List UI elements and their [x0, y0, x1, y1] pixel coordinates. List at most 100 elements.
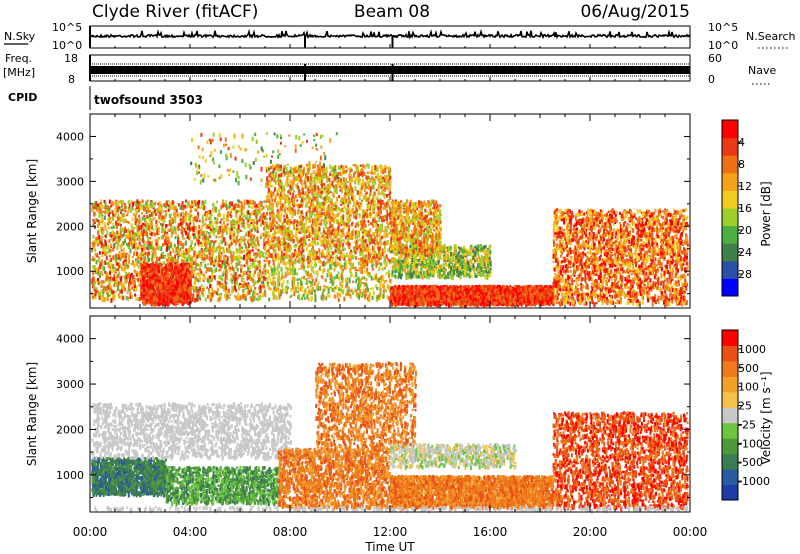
echo-cell — [111, 230, 114, 235]
echo-cell — [200, 290, 203, 295]
echo-cell — [179, 280, 182, 286]
echo-cell — [138, 237, 141, 242]
echo-cell — [304, 204, 307, 208]
echo-cell — [310, 199, 313, 202]
echo-cell — [154, 202, 156, 206]
echo-cell — [222, 225, 225, 229]
echo-cell — [242, 297, 245, 300]
echo-cell — [144, 282, 147, 287]
echo-cell — [194, 242, 197, 246]
echo-cell — [326, 255, 329, 259]
echo-cell — [369, 248, 372, 252]
echo-cell — [208, 256, 211, 261]
echo-cell — [345, 165, 348, 169]
echo-cell — [316, 185, 319, 188]
echo-cell — [143, 206, 146, 212]
echo-cell — [296, 168, 299, 174]
echo-cell — [340, 239, 342, 244]
echo-cell — [332, 194, 335, 198]
echo-cell — [376, 257, 379, 260]
echo-cell — [107, 245, 110, 249]
echo-cell — [94, 259, 96, 263]
echo-cell — [249, 243, 252, 246]
echo-cell — [346, 230, 349, 236]
echo-cell — [150, 212, 153, 217]
echo-cell — [132, 239, 134, 245]
echo-cell — [169, 213, 172, 217]
echo-cell — [238, 261, 241, 264]
echo-cell — [175, 264, 178, 267]
echo-cell — [129, 286, 132, 291]
echo-cell — [118, 261, 121, 265]
echo-cell — [308, 195, 311, 199]
echo-cell — [186, 286, 189, 290]
echo-cell — [202, 201, 205, 206]
echo-cell — [236, 229, 239, 234]
echo-cell — [252, 238, 255, 241]
echo-cell — [146, 279, 149, 285]
echo-cell — [215, 255, 218, 261]
echo-cell — [160, 246, 163, 251]
echo-cell — [167, 258, 170, 264]
echo-cell — [118, 221, 121, 227]
echo-cell — [227, 263, 230, 266]
echo-cell — [164, 210, 167, 213]
echo-cell — [236, 263, 238, 267]
echo-cell — [222, 228, 225, 232]
echo-cell — [186, 235, 189, 239]
echo-cell — [125, 296, 128, 300]
echo-cell — [139, 207, 142, 211]
echo-cell — [328, 225, 331, 229]
echo-cell — [111, 203, 113, 206]
echo-cell — [147, 266, 150, 271]
echo-cell — [105, 245, 108, 250]
echo-cell — [105, 205, 108, 209]
echo-cell — [262, 285, 265, 288]
echo-cell — [110, 263, 113, 268]
echo-cell — [306, 164, 309, 168]
echo-cell — [236, 250, 239, 255]
echo-cell — [209, 297, 212, 303]
echo-cell — [240, 256, 243, 259]
echo-cell — [132, 246, 134, 249]
echo-cell — [170, 242, 172, 245]
echo-cell — [99, 273, 101, 278]
echo-cell — [98, 251, 101, 255]
echo-cell — [164, 256, 167, 259]
echo-cell — [224, 293, 227, 296]
echo-cell — [191, 240, 193, 244]
echo-cell — [103, 244, 106, 249]
echo-cell — [139, 253, 142, 258]
echo-cell — [110, 257, 113, 262]
echo-cell — [218, 256, 221, 259]
echo-cell — [274, 231, 277, 235]
echo-cell — [136, 263, 139, 266]
echo-cell — [386, 206, 389, 209]
echo-cell — [215, 224, 218, 229]
echo-cell — [147, 257, 150, 263]
echo-cell — [270, 176, 273, 179]
echo-cell — [108, 279, 111, 284]
echo-cell — [253, 209, 256, 213]
echo-cell — [254, 207, 257, 210]
echo-cell — [359, 258, 362, 261]
echo-cell — [236, 217, 239, 223]
echo-cell — [279, 246, 282, 251]
echo-cell — [366, 233, 369, 238]
echo-cell — [179, 217, 182, 221]
echo-cell — [145, 219, 148, 224]
echo-cell — [107, 284, 110, 289]
echo-cell — [150, 200, 153, 203]
echo-cell — [354, 230, 357, 235]
echo-cell — [235, 213, 238, 218]
echo-cell — [323, 206, 326, 211]
echo-cell — [143, 302, 145, 306]
echo-cell — [379, 206, 382, 211]
echo-cell — [189, 248, 192, 252]
echo-cell — [242, 215, 245, 219]
echo-cell — [286, 181, 289, 184]
echo-cell — [110, 298, 113, 303]
echo-cell — [177, 270, 180, 275]
echo-cell — [282, 260, 285, 265]
echo-cell — [106, 296, 109, 301]
